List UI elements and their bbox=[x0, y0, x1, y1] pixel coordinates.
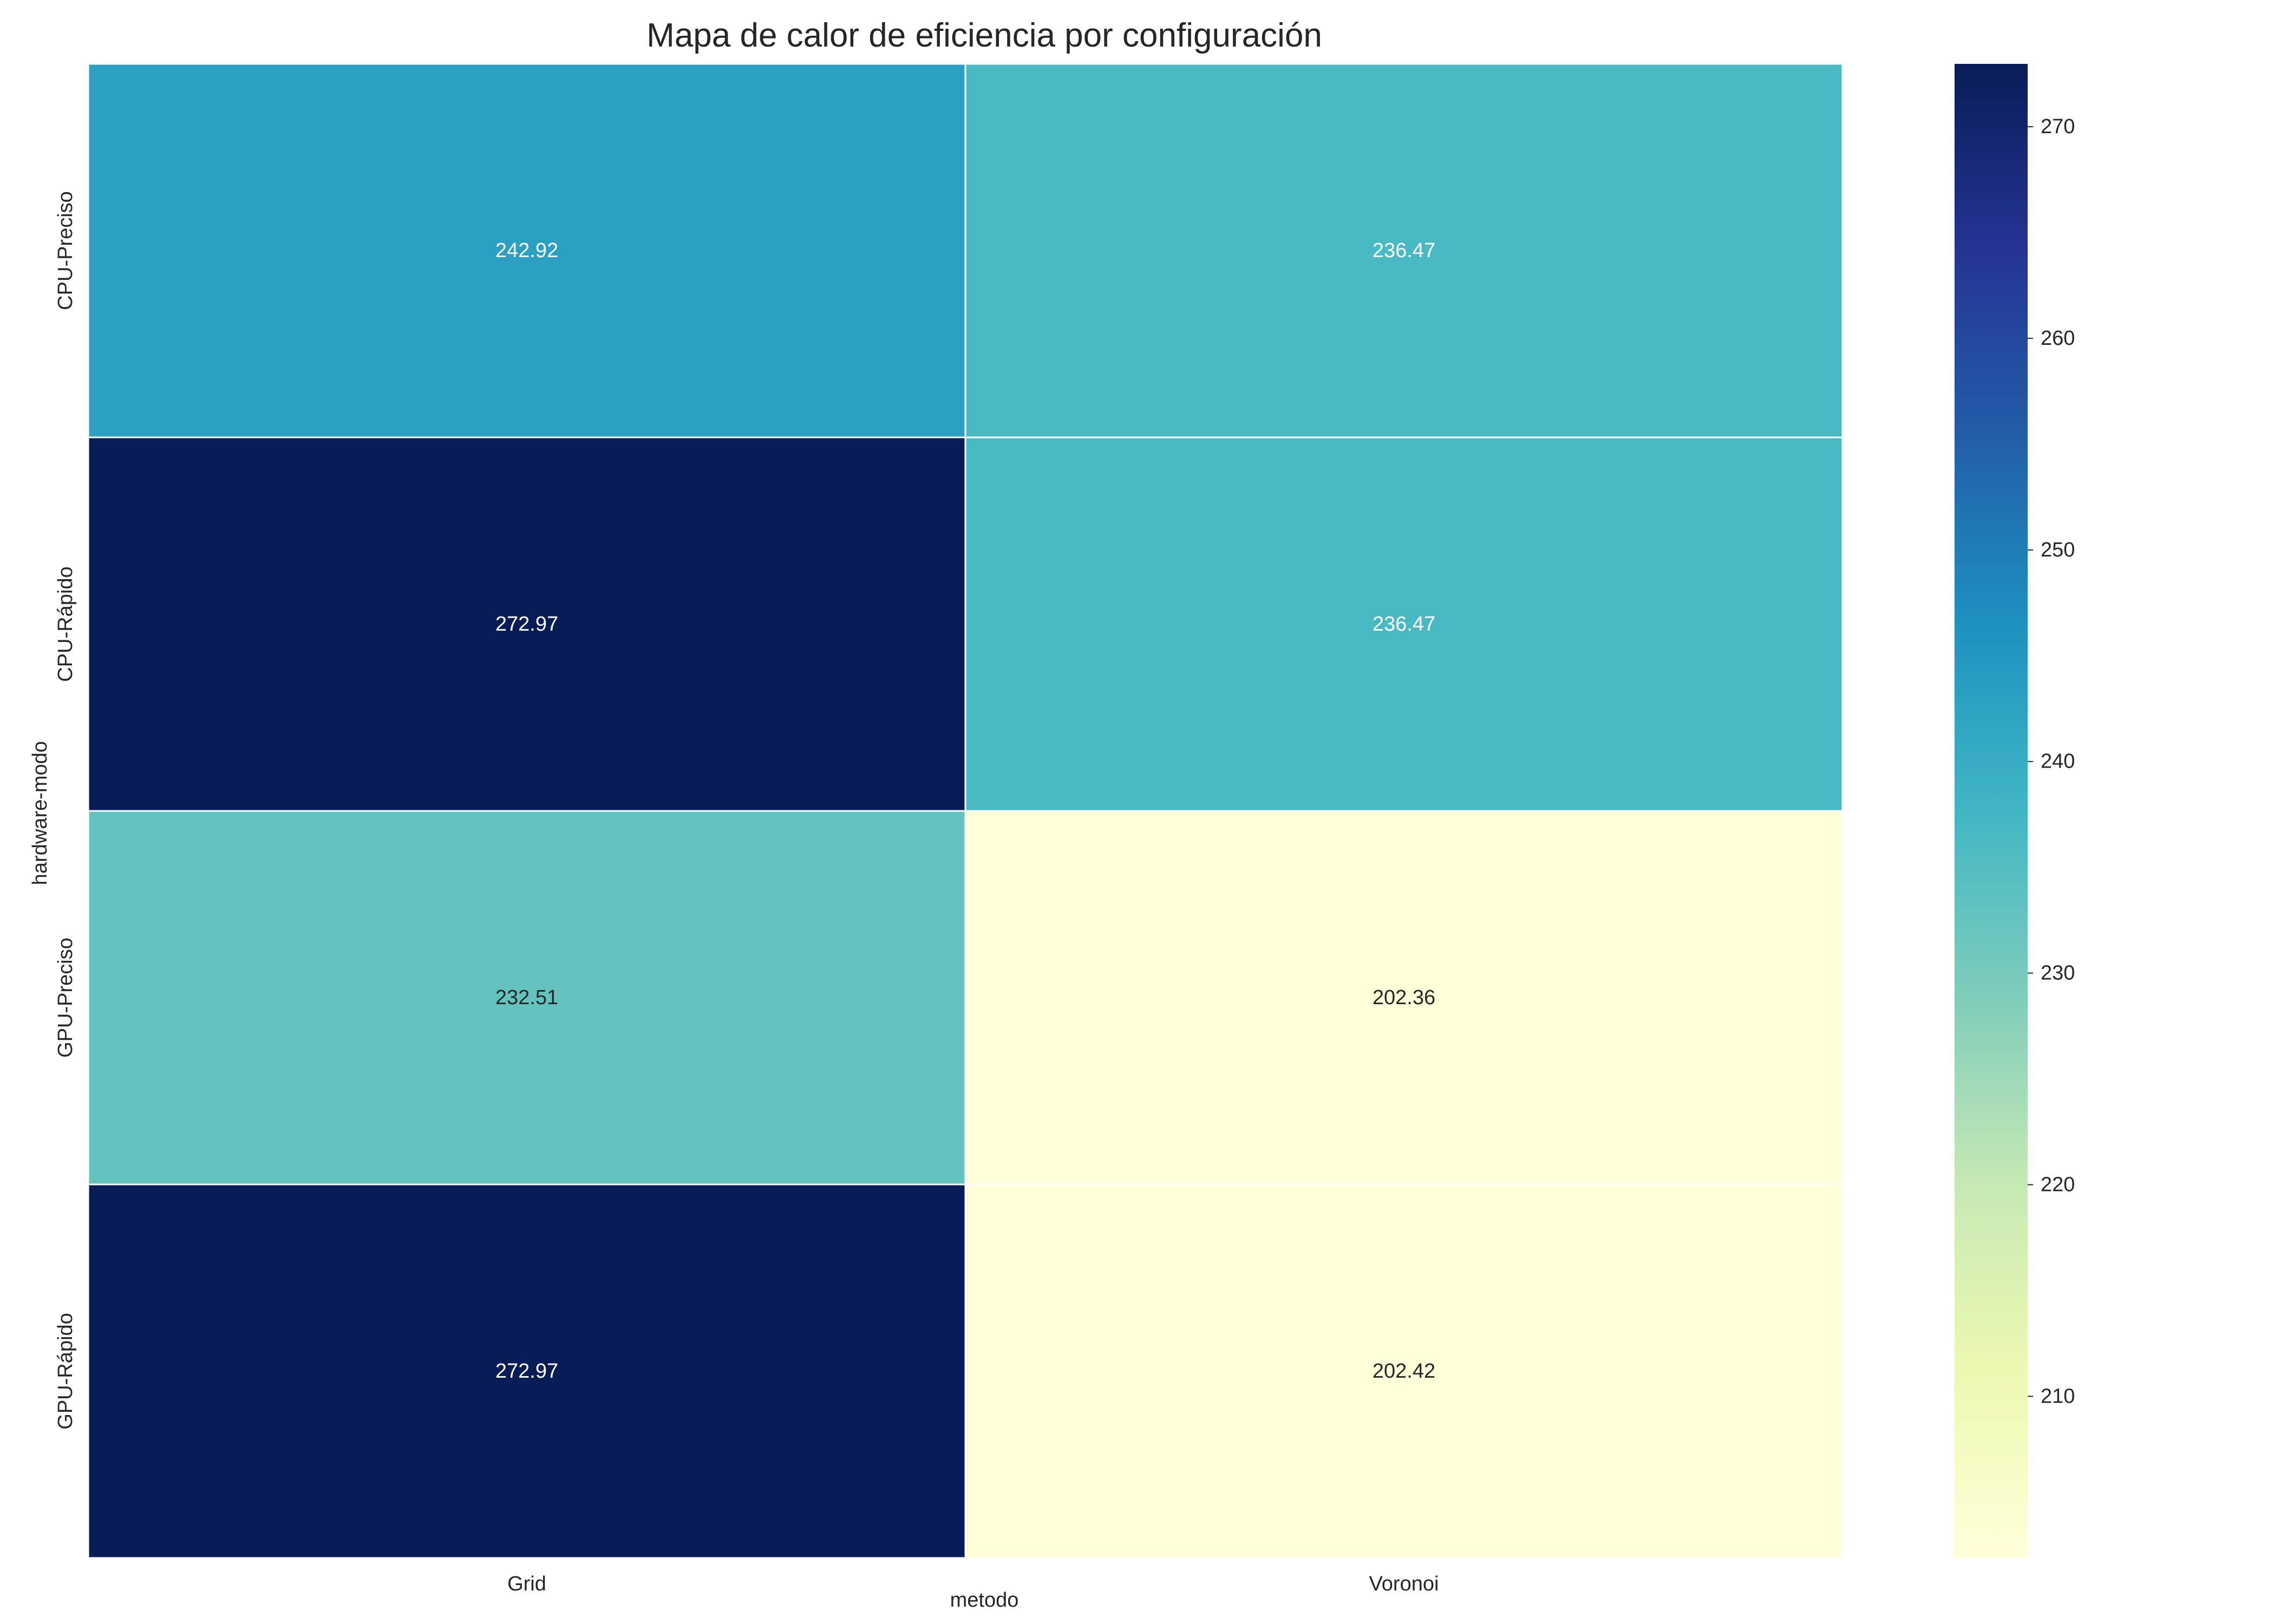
heatmap-cell-label: 272.97 bbox=[495, 1360, 558, 1383]
y-tick-label: CPU-Preciso bbox=[54, 191, 77, 310]
colorbar-tick-label: 230 bbox=[2041, 962, 2075, 985]
x-tick-label: Voronoi bbox=[1369, 1573, 1439, 1595]
heatmap-cell bbox=[964, 436, 1844, 812]
y-axis-label: hardware-modo bbox=[29, 741, 51, 885]
colorbar-tick-label: 250 bbox=[2041, 539, 2075, 561]
heatmap-cell-label: 272.97 bbox=[495, 613, 558, 636]
colorbar bbox=[1955, 64, 2028, 1558]
heatmap-cell-label: 236.47 bbox=[1373, 239, 1435, 262]
colorbar-tick-label: 220 bbox=[2041, 1173, 2075, 1196]
colorbar-ticks: 210 220 230 240 250 260 270 bbox=[2028, 115, 2075, 1407]
heatmap-cell-label: 232.51 bbox=[495, 986, 558, 1009]
colorbar-tick-label: 210 bbox=[2041, 1385, 2075, 1407]
x-axis-label: metodo bbox=[950, 1589, 1019, 1612]
y-tick-label: GPU-Rápido bbox=[54, 1313, 77, 1429]
heatmap-cell bbox=[87, 63, 966, 438]
heatmap-cell-label: 202.36 bbox=[1373, 986, 1435, 1009]
heatmap-cell-label: 242.92 bbox=[495, 239, 558, 262]
x-axis-ticks: Grid Voronoi bbox=[507, 1573, 1439, 1595]
heatmap-cells bbox=[87, 63, 1844, 1559]
heatmap-cell bbox=[87, 436, 966, 812]
y-tick-label: CPU-Rápido bbox=[54, 566, 77, 682]
heatmap-cell-labels: 242.92 236.47 272.97 236.47 232.51 202.36 272.… bbox=[495, 239, 1435, 1383]
colorbar-tick-label: 260 bbox=[2041, 327, 2075, 350]
heatmap-cell bbox=[964, 63, 1844, 438]
colorbar-tick-label: 270 bbox=[2041, 115, 2075, 138]
y-axis-ticks: CPU-Preciso CPU-Rápido GPU-Preciso GPU-Rápi… bbox=[54, 191, 77, 1430]
chart-title: Mapa de calor de eficiencia por configur… bbox=[646, 17, 1322, 54]
heatmap-cell bbox=[87, 810, 966, 1186]
y-tick-label: GPU-Preciso bbox=[54, 938, 77, 1058]
heatmap-cell-label: 202.42 bbox=[1373, 1360, 1435, 1383]
heatmap-cell bbox=[964, 810, 1844, 1186]
x-tick-label: Grid bbox=[507, 1573, 546, 1595]
heatmap-cell bbox=[964, 1183, 1844, 1559]
heatmap-cell bbox=[87, 1183, 966, 1559]
colorbar-tick-label: 240 bbox=[2041, 750, 2075, 773]
heatmap-cell-label: 236.47 bbox=[1373, 613, 1435, 636]
